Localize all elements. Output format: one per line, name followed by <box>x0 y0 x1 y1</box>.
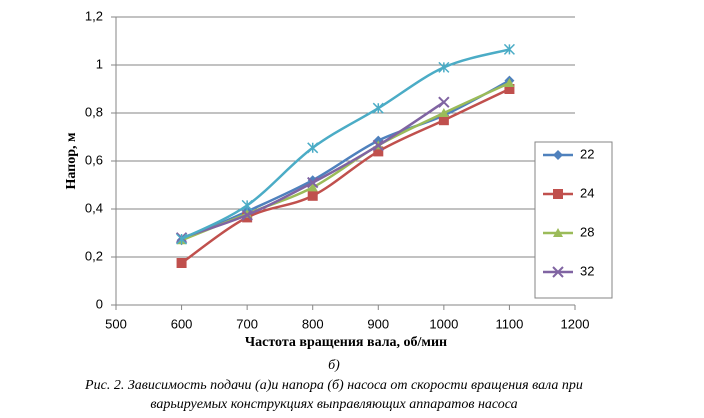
caption-line: варьируемых конструкциях выправляющих ап… <box>150 397 517 412</box>
y-tick-label: 0,4 <box>85 200 103 215</box>
marker <box>176 258 187 268</box>
y-tick-label: 0 <box>96 296 103 311</box>
x-tick-label: 600 <box>171 316 193 331</box>
x-axis-label: Частота вращения вала, об/мин <box>245 335 447 350</box>
y-tick-label: 1,2 <box>85 8 103 23</box>
marker <box>438 115 449 126</box>
y-tick-label: 0,8 <box>85 104 103 119</box>
series-line <box>181 101 445 239</box>
legend-label: 28 <box>580 224 594 239</box>
series-line <box>181 79 511 242</box>
y-tick-label: 0,6 <box>85 152 103 167</box>
x-tick-label: 900 <box>367 316 389 331</box>
marker <box>307 176 319 189</box>
x-tick-label: 1200 <box>561 316 590 331</box>
legend-label: 24 <box>580 185 594 200</box>
marker <box>373 146 384 157</box>
marker <box>241 209 253 221</box>
y-tick-label: 1 <box>96 56 103 71</box>
legend-label: 22 <box>580 146 594 161</box>
y-tick-label: 0,2 <box>85 248 103 263</box>
marker <box>438 108 449 117</box>
marker <box>372 102 384 114</box>
marker <box>307 190 318 201</box>
marker <box>176 233 188 245</box>
marker <box>241 199 253 211</box>
x-tick-label: 500 <box>105 316 127 331</box>
legend-box <box>534 141 613 299</box>
x-tick-label: 800 <box>302 316 324 331</box>
marker <box>553 189 563 199</box>
marker <box>503 43 515 55</box>
x-tick-label: 1100 <box>495 316 523 331</box>
marker <box>438 96 450 108</box>
marker <box>504 84 515 94</box>
sublabel: б) <box>328 358 340 373</box>
marker <box>553 150 563 160</box>
series-line <box>181 48 510 241</box>
legend-label: 32 <box>580 263 594 278</box>
y-axis-label: Напор, м <box>64 132 79 190</box>
marker <box>438 61 450 73</box>
marker <box>307 142 319 154</box>
marker <box>552 266 564 278</box>
marker <box>372 139 384 152</box>
caption-line: Рис. 2. Зависимость подачи (а)и напора (… <box>84 378 583 393</box>
x-tick-label: 700 <box>236 316 258 331</box>
x-tick-label: 1000 <box>429 316 458 331</box>
series-line <box>180 87 510 265</box>
marker <box>307 182 318 192</box>
marker <box>553 228 563 237</box>
marker <box>504 78 515 87</box>
